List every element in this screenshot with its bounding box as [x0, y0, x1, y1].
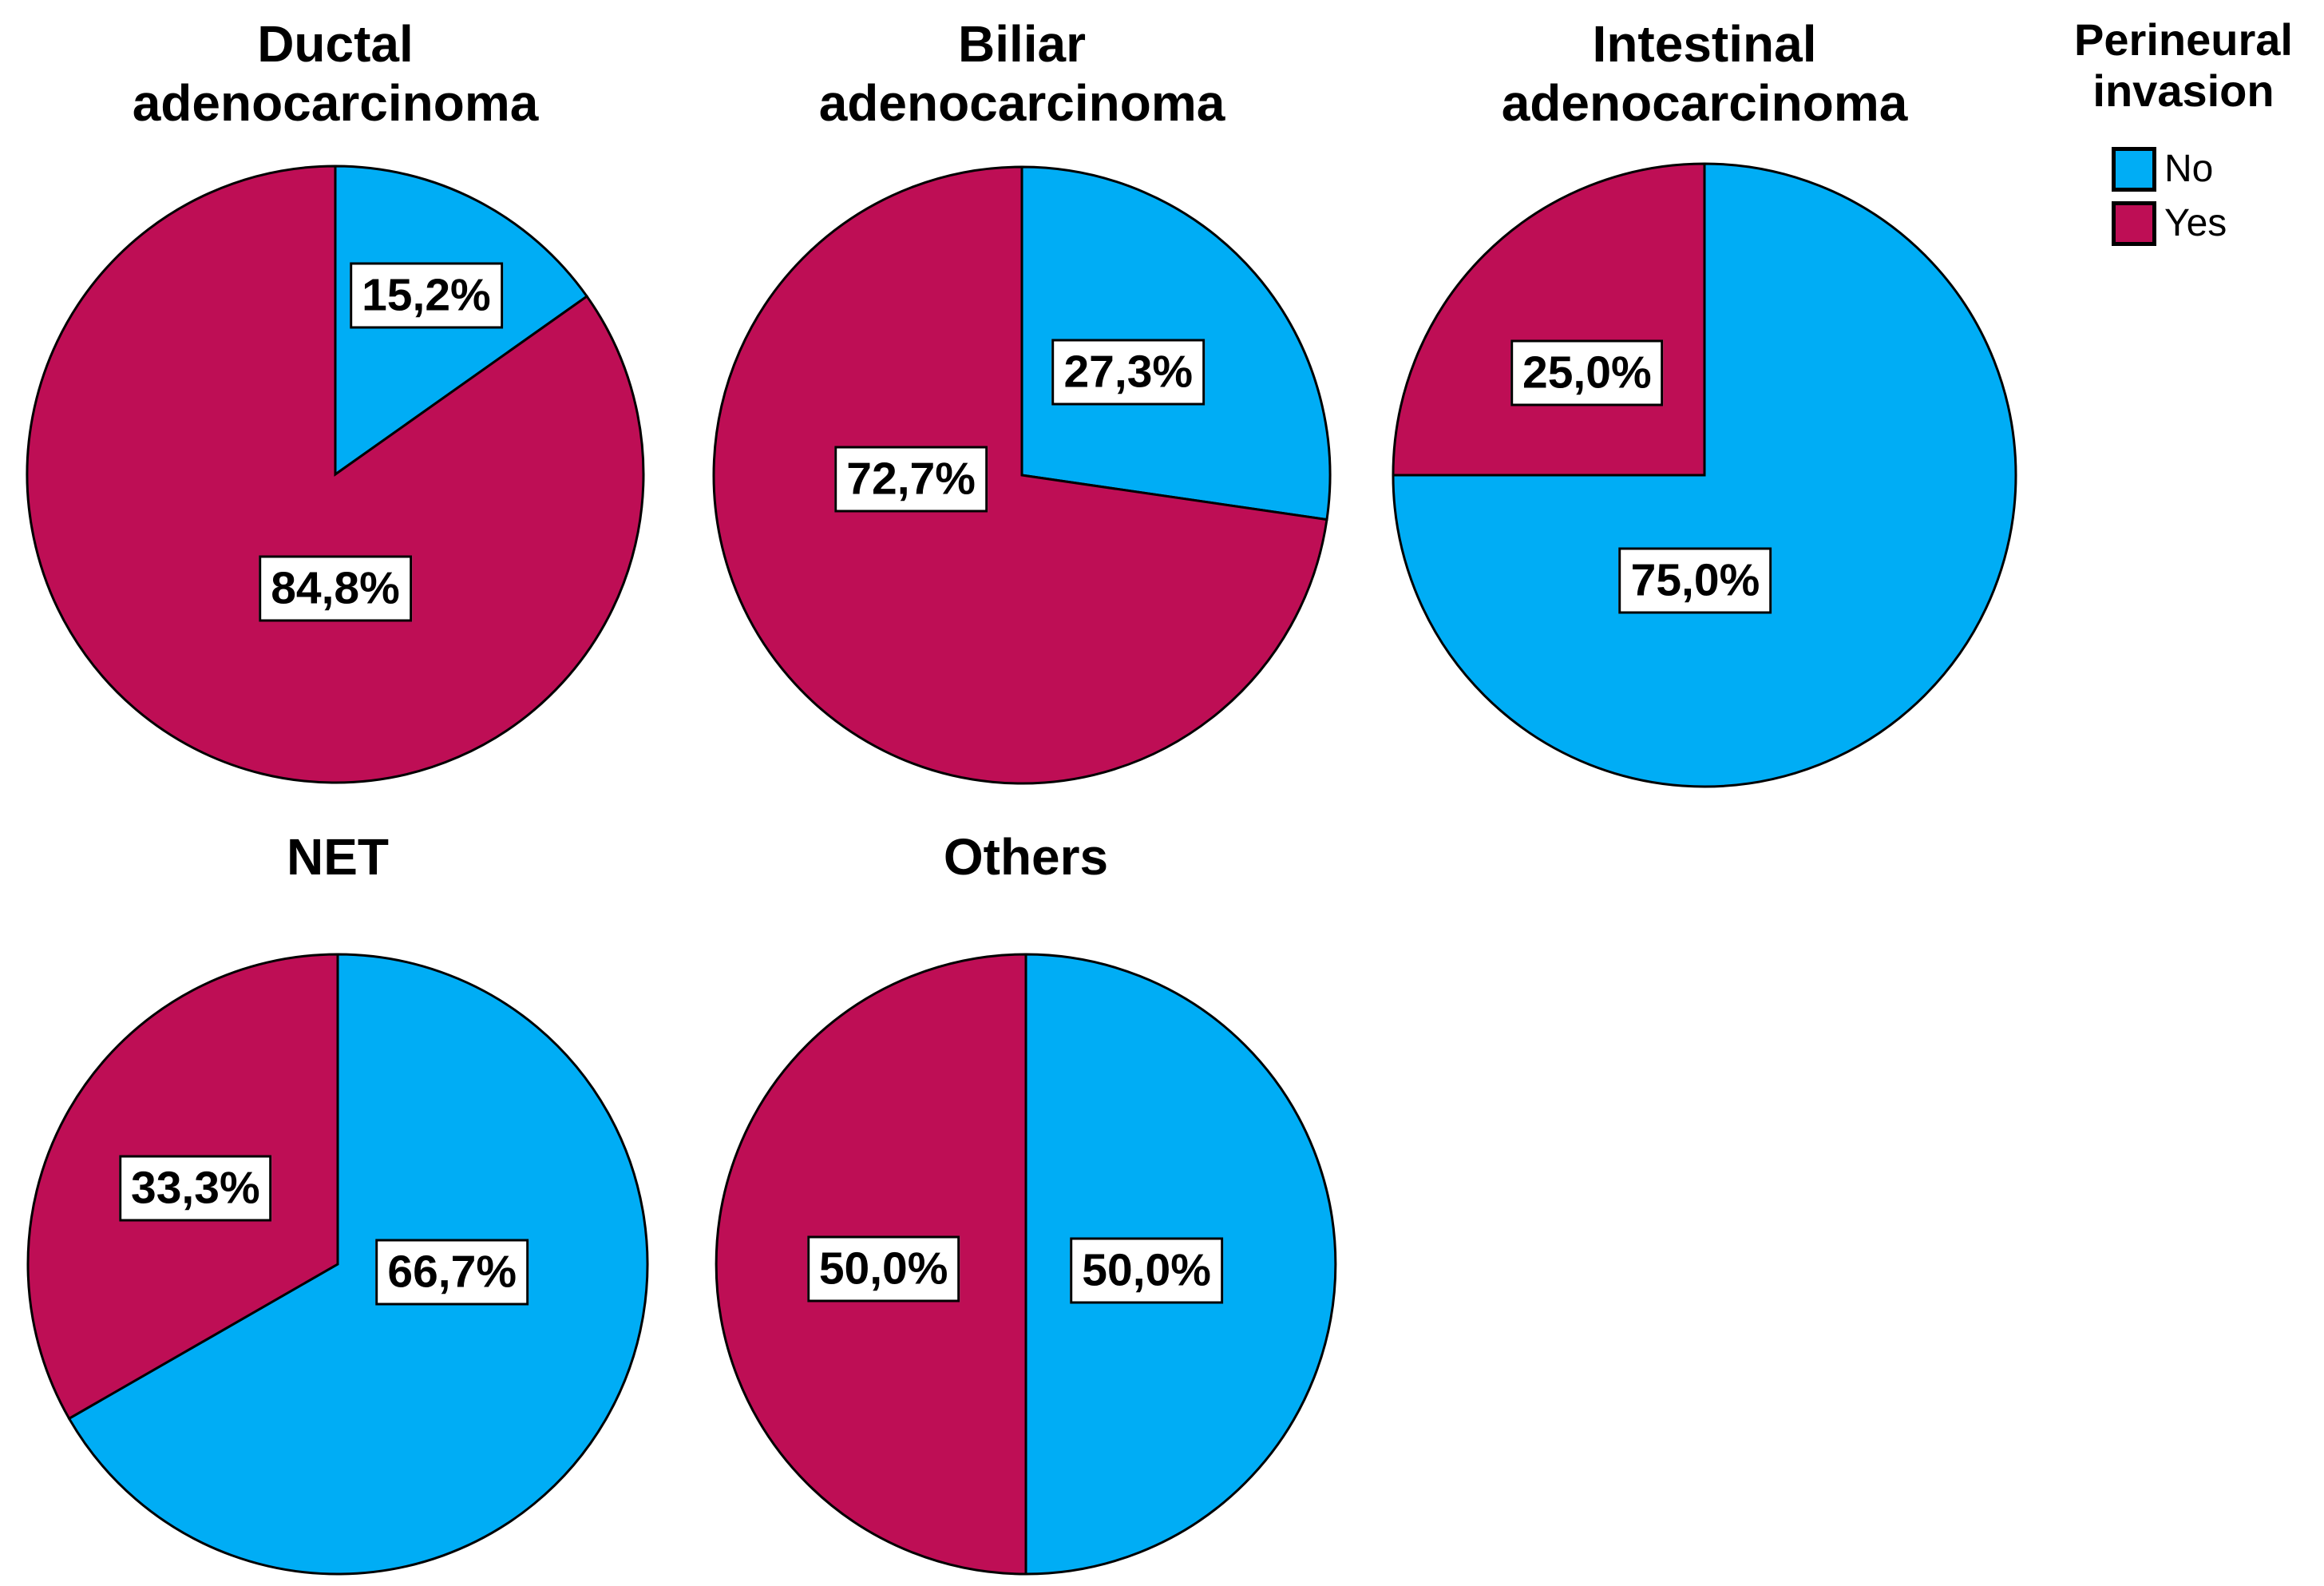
- legend-yes-label: Yes: [2164, 202, 2227, 244]
- slice-label-no: 15,2%: [350, 262, 503, 329]
- slice-label-no: 75,0%: [1618, 547, 1772, 614]
- slice-label-yes: 84,8%: [259, 555, 412, 622]
- legend-item-yes: Yes: [2112, 201, 2324, 246]
- pie-title-net: NET: [287, 828, 389, 886]
- pie-chart-1: [26, 165, 645, 784]
- slice-label-yes: 50,0%: [806, 1235, 960, 1303]
- pie-slice-no: [67, 953, 649, 1576]
- legend-yes-swatch-icon: [2112, 201, 2156, 246]
- pie-slice-no: [1024, 953, 1337, 1576]
- slice-label-yes: 25,0%: [1510, 339, 1664, 406]
- slice-label-no: 66,7%: [375, 1239, 529, 1306]
- legend-no-swatch-icon: [2112, 147, 2156, 192]
- slice-label-yes: 33,3%: [119, 1155, 272, 1222]
- pie-title-others: Others: [943, 828, 1109, 886]
- pie-chart-3: [1392, 162, 2017, 788]
- legend: Perineural invasion No Yes: [2032, 14, 2324, 256]
- pie-slice-yes: [712, 165, 1328, 785]
- slice-label-no: 50,0%: [1070, 1237, 1223, 1304]
- pie-slice-yes: [1392, 162, 1706, 477]
- pie-chart-4: [26, 953, 649, 1576]
- legend-title: Perineural invasion: [2074, 14, 2293, 116]
- slice-label-no: 27,3%: [1051, 339, 1206, 406]
- legend-item-no: No: [2112, 147, 2324, 192]
- pie-slice-yes: [26, 165, 645, 784]
- slice-label-yes: 72,7%: [834, 446, 988, 513]
- pie-title-intestinal-adenocarcinoma: Intestinal adenocarcinoma: [1501, 15, 1908, 132]
- pie-title-ductal-adenocarcinoma: Ductal adenocarcinoma: [132, 15, 539, 132]
- pie-title-biliar-adenocarcinoma: Biliar adenocarcinoma: [818, 15, 1225, 132]
- pie-slice-no: [1392, 162, 2017, 788]
- legend-no-label: No: [2164, 148, 2214, 190]
- pie-chart-2: [712, 165, 1332, 785]
- legend-items: No Yes: [2112, 147, 2324, 246]
